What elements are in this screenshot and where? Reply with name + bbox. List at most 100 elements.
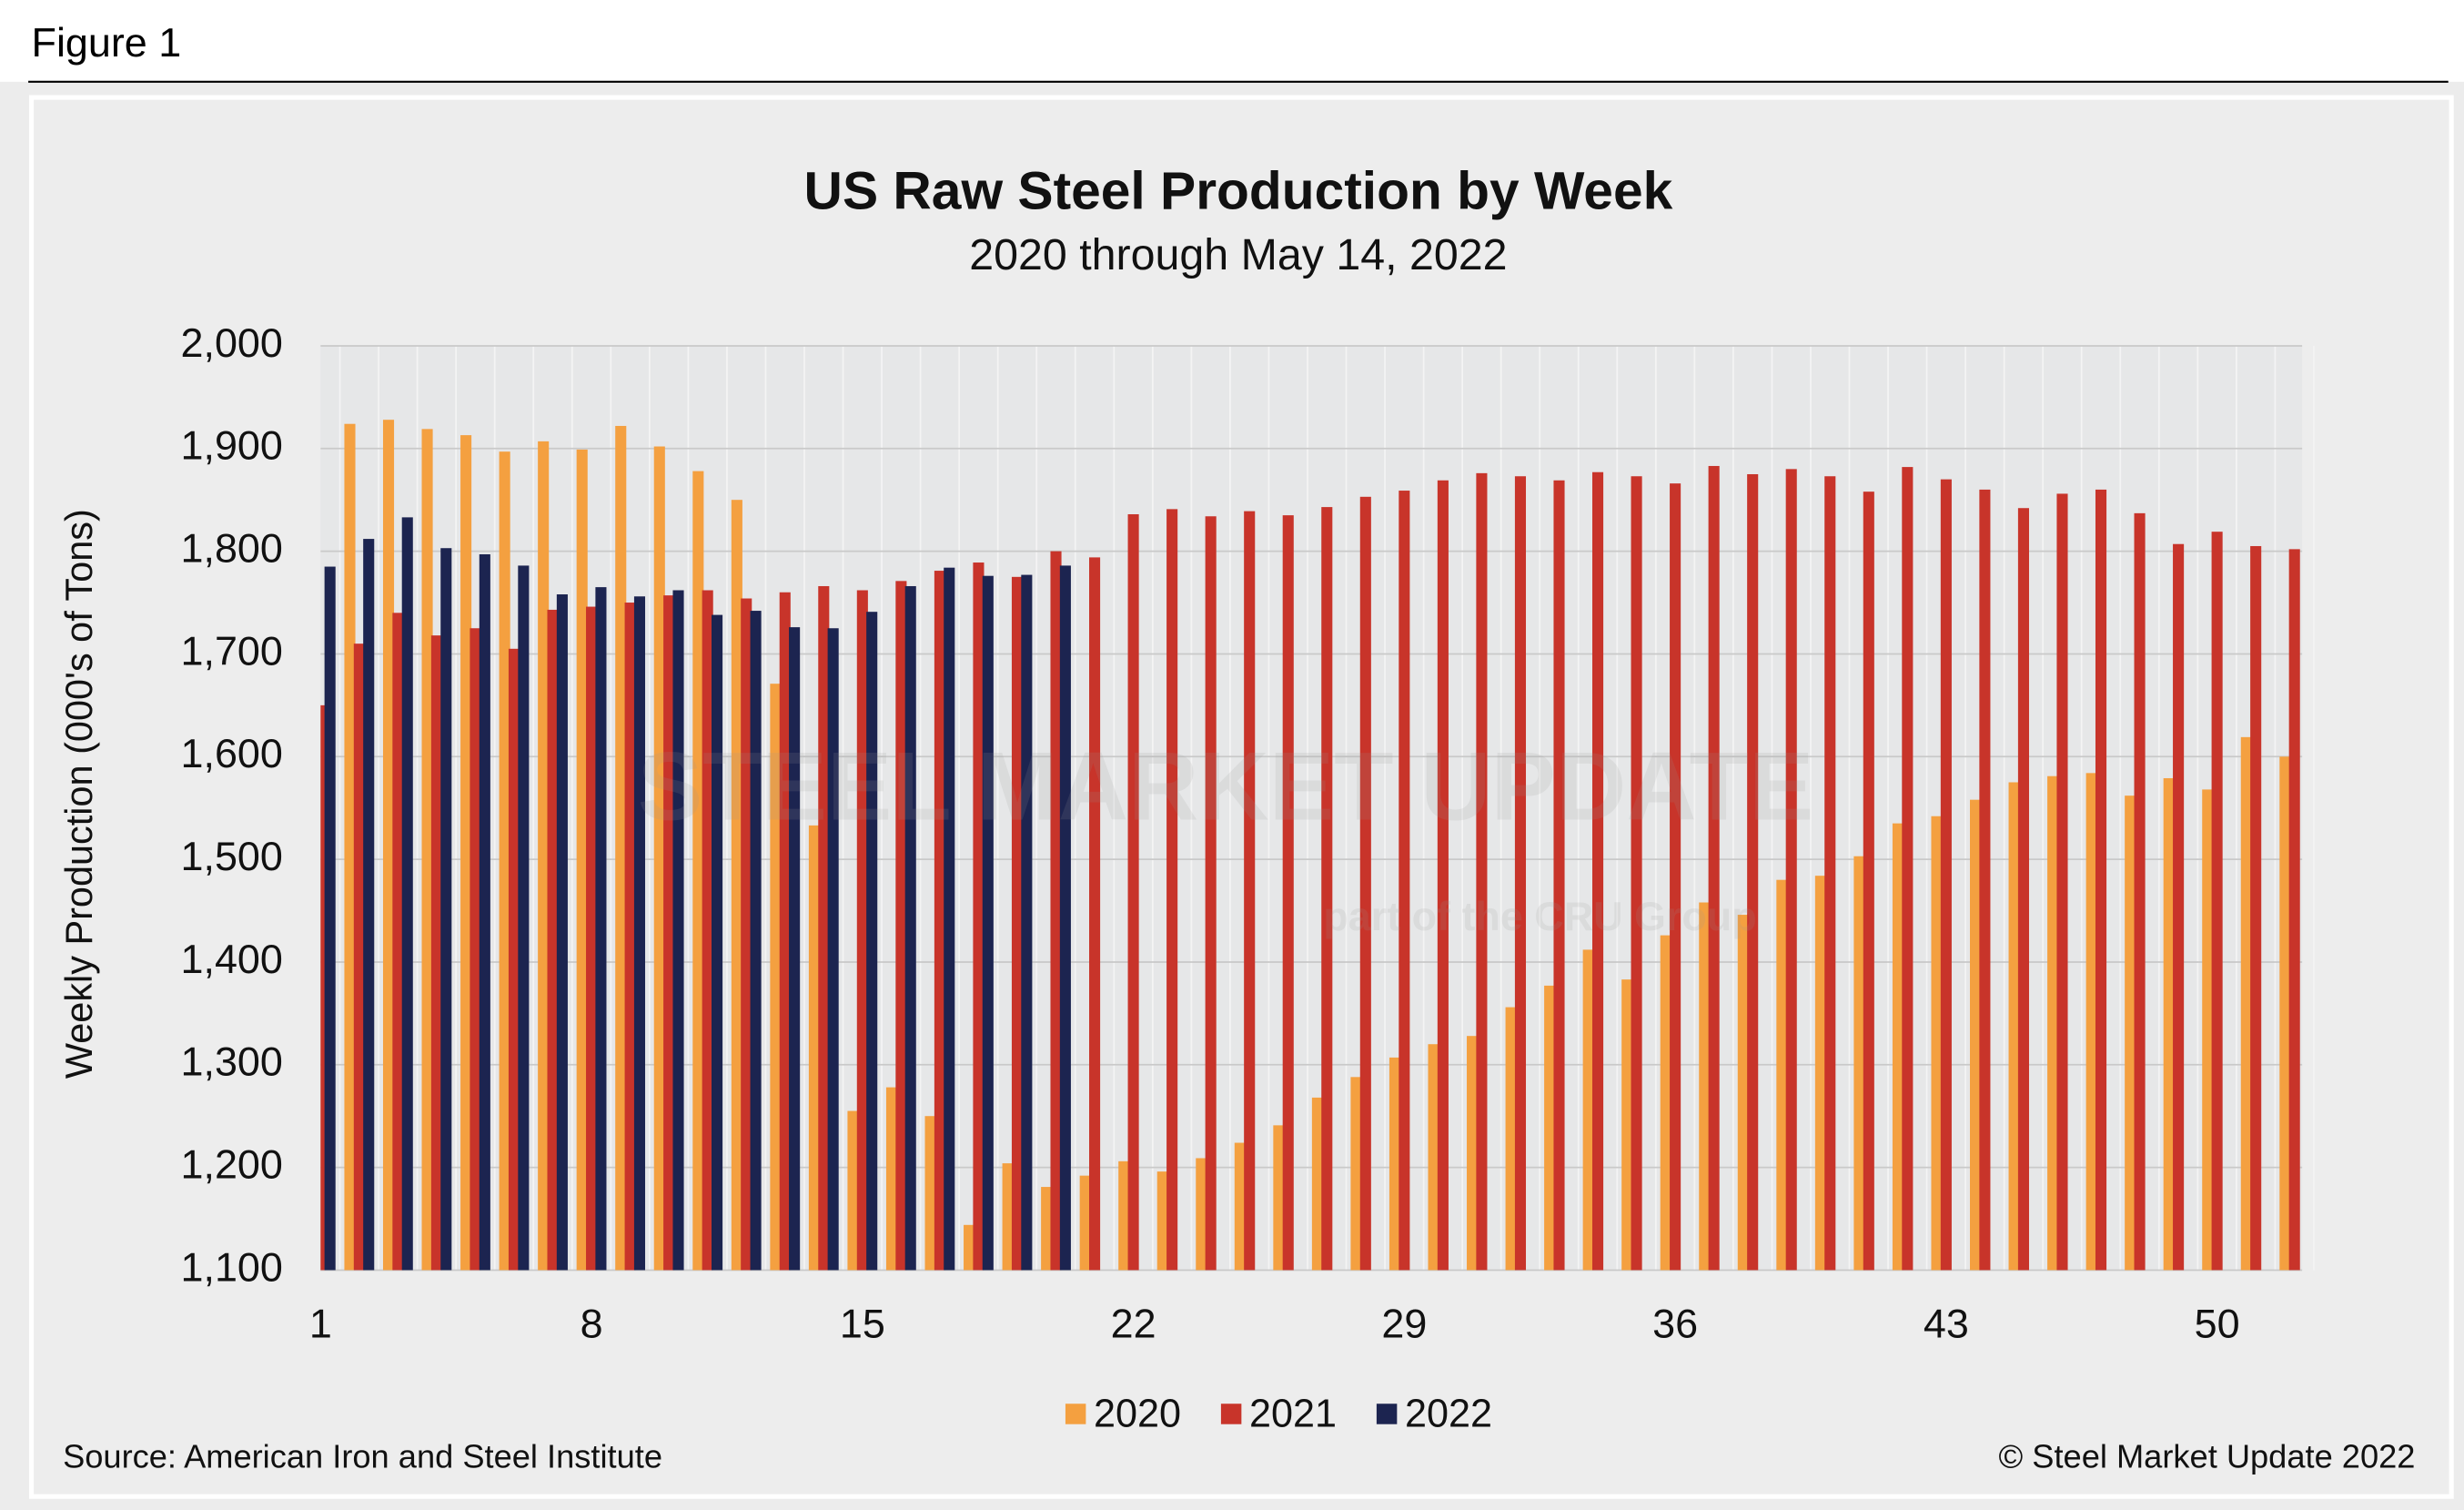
bar bbox=[2279, 756, 2291, 1271]
bar bbox=[1273, 1125, 1285, 1271]
x-tick-label: 8 bbox=[581, 1300, 603, 1346]
bar bbox=[421, 429, 433, 1271]
bar bbox=[672, 590, 684, 1271]
bar bbox=[1631, 476, 1642, 1271]
bar bbox=[624, 603, 636, 1271]
bar bbox=[741, 598, 752, 1271]
bar bbox=[885, 1087, 898, 1271]
bar bbox=[1979, 489, 1991, 1271]
bar bbox=[1582, 949, 1594, 1271]
bar bbox=[508, 648, 520, 1271]
bar bbox=[2056, 493, 2068, 1271]
bar bbox=[827, 628, 839, 1271]
y-axis-label: Weekly Production (000's of Tons) bbox=[57, 509, 100, 1079]
bar bbox=[1467, 1036, 1479, 1271]
bar bbox=[1553, 480, 1565, 1271]
bar bbox=[499, 451, 510, 1271]
bar bbox=[1399, 491, 1410, 1271]
bar bbox=[615, 425, 627, 1271]
bar bbox=[1234, 1142, 1246, 1271]
legend-label: 2020 bbox=[1094, 1392, 1181, 1435]
legend-swatch bbox=[1220, 1404, 1242, 1424]
bar bbox=[702, 590, 713, 1271]
bar bbox=[2125, 796, 2136, 1271]
bar bbox=[1156, 1171, 1168, 1271]
header-bg bbox=[0, 0, 2464, 82]
bar bbox=[2240, 736, 2252, 1271]
bar bbox=[770, 684, 782, 1271]
x-tick-label: 36 bbox=[1652, 1300, 1698, 1346]
bar bbox=[2250, 545, 2262, 1271]
bar bbox=[1059, 565, 1071, 1271]
bar bbox=[904, 585, 916, 1271]
x-tick-label: 43 bbox=[1924, 1300, 1969, 1346]
bar bbox=[1892, 823, 1904, 1271]
bar bbox=[2017, 508, 2029, 1271]
y-tick-label: 1,400 bbox=[181, 936, 283, 982]
y-tick-label: 1,700 bbox=[181, 627, 283, 674]
bar bbox=[440, 548, 452, 1271]
watermark: STEEL MARKET UPDATE bbox=[638, 731, 1814, 840]
legend-label: 2021 bbox=[1249, 1392, 1337, 1435]
bar bbox=[1021, 574, 1033, 1271]
legend-swatch bbox=[1065, 1404, 1086, 1424]
bar bbox=[856, 590, 868, 1271]
legend-label: 2022 bbox=[1405, 1392, 1492, 1435]
bar bbox=[750, 611, 762, 1271]
bar bbox=[2163, 777, 2175, 1271]
bar bbox=[1205, 516, 1217, 1271]
bar bbox=[1079, 1175, 1091, 1271]
bar bbox=[1127, 513, 1139, 1271]
bar bbox=[973, 562, 985, 1271]
axes: 1,100 1,200 1,300 1,400 1,500 1,600 1,700 1,800… bbox=[181, 319, 2240, 1436]
legend-swatch bbox=[1376, 1404, 1398, 1424]
bar bbox=[1311, 1097, 1323, 1271]
bar bbox=[1931, 816, 1943, 1271]
bar bbox=[1737, 915, 1749, 1271]
bar bbox=[1699, 902, 1711, 1271]
bar bbox=[1428, 1044, 1439, 1271]
bar bbox=[712, 614, 723, 1271]
bar bbox=[470, 628, 481, 1271]
chart-subtitle: 2020 through May 14, 2022 bbox=[969, 230, 1507, 279]
bar bbox=[808, 825, 820, 1271]
bar bbox=[2008, 782, 2020, 1271]
bar bbox=[344, 423, 356, 1271]
bar bbox=[1244, 511, 1256, 1271]
bar bbox=[1089, 557, 1101, 1271]
bar bbox=[576, 449, 588, 1271]
y-tick-label: 2,000 bbox=[181, 319, 283, 366]
bar bbox=[1321, 507, 1333, 1271]
bar bbox=[934, 571, 945, 1271]
bar bbox=[1476, 472, 1488, 1271]
copyright: © Steel Market Update 2022 bbox=[1999, 1437, 2416, 1475]
bar bbox=[1002, 1163, 1014, 1271]
x-tick-label: 50 bbox=[2195, 1300, 2240, 1346]
bar bbox=[382, 420, 395, 1271]
bar bbox=[538, 441, 550, 1271]
source: Source: American Iron and Steel Institut… bbox=[63, 1437, 662, 1475]
bar bbox=[1970, 799, 1982, 1271]
bar bbox=[982, 575, 994, 1271]
bar bbox=[1940, 479, 1952, 1271]
bar bbox=[1621, 979, 1633, 1271]
bar bbox=[2288, 549, 2300, 1271]
bar bbox=[460, 435, 472, 1271]
bar bbox=[847, 1110, 859, 1271]
bar bbox=[1902, 467, 1914, 1271]
bar bbox=[1350, 1077, 1362, 1271]
bar bbox=[518, 565, 530, 1271]
bar bbox=[1747, 473, 1759, 1271]
bar bbox=[401, 517, 413, 1271]
bar bbox=[1660, 935, 1671, 1271]
y-tick-label: 1,600 bbox=[181, 730, 283, 776]
bar bbox=[1359, 496, 1371, 1271]
bar bbox=[2095, 489, 2107, 1271]
bar bbox=[556, 594, 568, 1271]
y-tick-label: 1,200 bbox=[181, 1140, 283, 1187]
bar bbox=[633, 596, 646, 1271]
bar bbox=[430, 635, 442, 1271]
bar bbox=[547, 609, 559, 1271]
